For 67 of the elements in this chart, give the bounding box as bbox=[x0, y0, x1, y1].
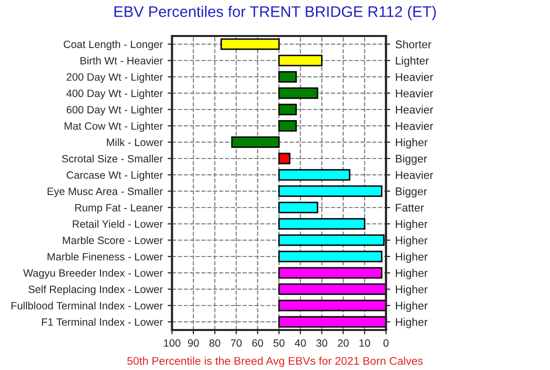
x-tick-label: 70 bbox=[230, 339, 242, 347]
y2-tick-label: Higher bbox=[396, 220, 428, 230]
chart-title: EBV Percentiles for TRENT BRIDGE R112 (ET) bbox=[114, 6, 436, 20]
y2-tick-label: Higher bbox=[396, 252, 428, 263]
y2-tick-label: Fatter bbox=[396, 204, 424, 212]
bar bbox=[278, 267, 382, 279]
bar bbox=[278, 120, 297, 132]
x-tick-label: 50 bbox=[274, 339, 284, 347]
y-tick-label: Rump Fat - Leaner bbox=[75, 204, 163, 214]
y-tick-label: 400 Day Wt - Lighter bbox=[66, 89, 163, 100]
bar bbox=[278, 283, 386, 295]
y2-tick-label: Higher bbox=[396, 301, 428, 312]
bar bbox=[278, 202, 318, 214]
bar bbox=[278, 54, 322, 66]
bar bbox=[278, 218, 366, 230]
bar bbox=[278, 104, 297, 116]
x-tick-label: 90 bbox=[188, 339, 199, 347]
y-tick-label: Wagyu Breeder Index - Lower bbox=[23, 269, 163, 279]
bar bbox=[278, 316, 386, 328]
bar bbox=[278, 71, 297, 83]
x-tick-label: 30 bbox=[316, 339, 328, 347]
bar bbox=[278, 87, 318, 99]
x-tick-label: 20 bbox=[338, 339, 349, 347]
y-tick-label: 200 Day Wt - Lighter bbox=[66, 73, 163, 83]
y2-tick-label: Shorter bbox=[396, 40, 432, 48]
y2-tick-label: Higher bbox=[396, 236, 428, 246]
bar bbox=[278, 169, 350, 181]
bar bbox=[278, 185, 382, 197]
x-tick-label: 80 bbox=[209, 339, 220, 347]
y-tick-label: Self Replacing Index - Lower bbox=[28, 285, 163, 296]
y-tick-label: Scrotal Size - Smaller bbox=[62, 154, 163, 162]
x-tick-label: 40 bbox=[294, 339, 306, 347]
y2-tick-label: Heavier bbox=[396, 89, 434, 98]
y2-tick-label: Heavier bbox=[396, 122, 434, 130]
y-tick-label: Milk - Lower bbox=[106, 138, 163, 146]
y-tick-label: Birth Wt - Heavier bbox=[80, 56, 163, 64]
x-tick-label: 0 bbox=[383, 339, 389, 347]
y2-tick-label: Heavier bbox=[396, 105, 434, 114]
bar bbox=[231, 136, 280, 148]
y-tick-label: Marble Fineness - Lower bbox=[48, 252, 163, 260]
bar bbox=[220, 38, 280, 50]
y2-tick-label: Heavier bbox=[396, 72, 434, 81]
y-tick-label: Fullblood Terminal Index - Lower bbox=[12, 302, 163, 310]
y-tick-label: Carcase Wt - Lighter bbox=[66, 171, 163, 181]
y2-tick-label: Higher bbox=[396, 138, 428, 148]
y-tick-label: Marble Score - Lower bbox=[62, 236, 163, 244]
y2-tick-label: Bigger bbox=[396, 187, 427, 198]
y2-tick-label: Higher bbox=[396, 285, 428, 296]
y2-tick-label: Heavier bbox=[396, 170, 434, 179]
y-tick-label: 600 Day Wt - Lighter bbox=[66, 106, 163, 116]
x-tick-label: 10 bbox=[360, 339, 370, 347]
bar bbox=[278, 234, 385, 246]
x-tick-label: 100 bbox=[164, 339, 180, 347]
bar bbox=[278, 300, 386, 312]
y-tick-label: Eye Musc Area - Smaller bbox=[48, 187, 163, 198]
y2-tick-label: Higher bbox=[396, 268, 428, 280]
y2-tick-label: Lighter bbox=[396, 56, 429, 67]
bar bbox=[278, 152, 290, 164]
y2-tick-label: Bigger bbox=[396, 154, 427, 165]
x-tick-label: 60 bbox=[252, 339, 264, 347]
bar bbox=[278, 250, 382, 262]
y-tick-label: F1 Terminal Index - Lower bbox=[42, 318, 163, 326]
text: 50th Percentile is the Breed Avg EBVs for 2021 Born Calves bbox=[127, 356, 423, 368]
y2-tick-label: Higher bbox=[396, 318, 428, 328]
y-tick-label: Coat Length - Longer bbox=[64, 40, 163, 50]
y-tick-label: Mat Cow Wt - Lighter bbox=[64, 122, 163, 132]
y-tick-label: Retail Yield - Lower bbox=[72, 220, 163, 228]
